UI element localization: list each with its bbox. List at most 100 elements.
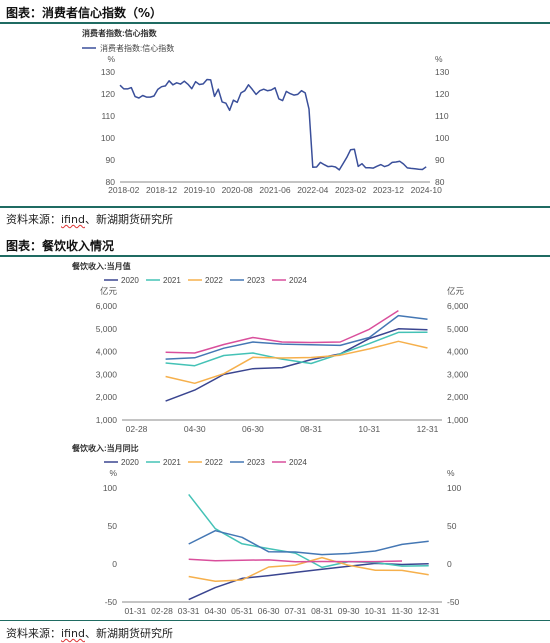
y-tick-label-right: 110 [435, 111, 449, 121]
source-prefix: 资料来源： [6, 627, 61, 640]
y-tick-label-left: 3,000 [96, 369, 118, 379]
x-tick-label: 06-30 [258, 606, 280, 616]
x-tick-label: 09-30 [338, 606, 360, 616]
legend-label-2021: 2021 [163, 276, 181, 285]
y-tick-label-left: 2,000 [96, 392, 118, 402]
y-tick-label-right: 100 [447, 483, 461, 493]
y-tick-label-left: 6,000 [96, 301, 118, 311]
y-tick-label-right: 3,000 [447, 369, 469, 379]
x-tick-label: 2020-08 [222, 185, 253, 195]
series-line-2024 [165, 309, 399, 354]
x-tick-label: 2021-06 [259, 185, 290, 195]
x-tick-label: 2018-02 [108, 185, 139, 195]
y-tick-label-left: 5,000 [96, 324, 118, 334]
source-suffix: 、新湖期货研究所 [84, 213, 173, 226]
y-tick-label-right: 80 [435, 177, 445, 187]
x-tick-label: 05-31 [231, 606, 253, 616]
series-line-2022 [165, 340, 428, 385]
section1-rule [0, 22, 550, 24]
section2-bottom-rule [0, 620, 550, 621]
x-tick-label: 11-30 [391, 606, 412, 616]
y-tick-label-right: 130 [435, 67, 449, 77]
legend-label-2023: 2023 [247, 458, 265, 467]
x-tick-label: 02-28 [151, 606, 173, 616]
y-tick-label-left: 50 [108, 521, 118, 531]
x-tick-label: 02-28 [126, 424, 148, 434]
legend-label-2023: 2023 [247, 276, 265, 285]
y-tick-label-left: 100 [101, 133, 115, 143]
x-tick-label: 2018-12 [146, 185, 177, 195]
section1-bottom-rule [0, 206, 550, 208]
section2-title: 图表：餐饮收入情况 [6, 239, 115, 253]
y-tick-label-right: 6,000 [447, 301, 469, 311]
legend-label-2022: 2022 [205, 458, 223, 467]
catering-revenue-chart: 餐饮收入:当月值 2020 2021 2022 2023 2024 1,000 1,000 2,… [71, 261, 469, 434]
series-line-2023 [188, 529, 429, 556]
x-tick-label: 03-31 [178, 606, 200, 616]
series-line-2021 [165, 331, 428, 367]
series-line-consumer-confidence [119, 78, 427, 171]
section2-rule [0, 255, 550, 257]
x-tick-label: 01-31 [124, 606, 146, 616]
section1-source: 资料来源：ifind、新湖期货研究所 [6, 211, 173, 227]
series-line-2024 [188, 558, 403, 563]
x-tick-label: 04-30 [204, 606, 226, 616]
x-tick-label: 08-31 [311, 606, 333, 616]
x-tick-label: 07-31 [284, 606, 306, 616]
y-tick-label-left: 0 [112, 559, 117, 569]
y-tick-label-left: 100 [103, 483, 117, 493]
legend-label-2022: 2022 [205, 276, 223, 285]
y-tick-label-right: 2,000 [447, 392, 469, 402]
y-tick-label-left: 130 [101, 67, 115, 77]
catering-yoy-chart: 餐饮收入:当月同比 2020 2021 2022 2023 2024 -50 -50 0 0 50 5… [71, 443, 461, 616]
series-line-2023 [165, 314, 428, 360]
legend-label-2024: 2024 [289, 458, 307, 467]
y-tick-label-left: 80 [106, 177, 116, 187]
x-tick-label: 2023-12 [373, 185, 404, 195]
y-tick-label-left: 4,000 [96, 347, 118, 357]
x-tick-label: 2023-02 [335, 185, 366, 195]
source-link: ifind [61, 627, 85, 640]
series-line-2020 [165, 328, 428, 402]
legend-label: 消费者指数:信心指数 [100, 43, 174, 53]
y-tick-label-left: 1,000 [96, 415, 118, 425]
x-tick-label: 10-31 [358, 424, 380, 434]
chart-title: 餐饮收入:当月值 [71, 261, 131, 271]
legend-label-2024: 2024 [289, 276, 307, 285]
section2-source: 资料来源：ifind、新湖期货研究所 [6, 625, 173, 641]
source-prefix: 资料来源： [6, 213, 61, 226]
y-tick-label-right: 100 [435, 133, 449, 143]
x-tick-label: 10-31 [364, 606, 386, 616]
y-tick-label-right: 1,000 [447, 415, 469, 425]
y-tick-label-left: 120 [101, 89, 115, 99]
chart-title: 餐饮收入:当月同比 [71, 443, 139, 453]
y-tick-label-right: 5,000 [447, 324, 469, 334]
y-tick-label-left: 110 [101, 111, 115, 121]
y-tick-label-right: 120 [435, 89, 449, 99]
x-tick-label: 12-31 [418, 606, 440, 616]
y-unit-left: % [107, 54, 115, 64]
source-suffix: 、新湖期货研究所 [84, 627, 173, 640]
y-tick-label-left: 90 [106, 155, 116, 165]
x-tick-label: 06-30 [242, 424, 264, 434]
x-tick-label: 08-31 [300, 424, 322, 434]
y-tick-label-right: -50 [447, 597, 460, 607]
x-tick-label: 04-30 [184, 424, 206, 434]
legend-label-2021: 2021 [163, 458, 181, 467]
x-tick-label: 2024-10 [411, 185, 442, 195]
y-tick-label-right: 4,000 [447, 347, 469, 357]
y-tick-label-right: 50 [447, 521, 457, 531]
y-unit-right: 亿元 [447, 286, 465, 296]
y-unit-left: % [109, 468, 117, 478]
y-tick-label-right: 0 [447, 559, 452, 569]
y-unit-right: % [435, 54, 443, 64]
section1-title: 图表：消费者信心指数（%） [6, 6, 163, 20]
y-tick-label-right: 90 [435, 155, 445, 165]
legend-label-2020: 2020 [121, 458, 139, 467]
y-unit-left: 亿元 [100, 286, 118, 296]
x-tick-label: 2022-04 [297, 185, 328, 195]
y-tick-label-left: -50 [105, 597, 118, 607]
series-line-2021 [188, 493, 429, 569]
chart-title: 消费者指数:信心指数 [82, 28, 158, 38]
